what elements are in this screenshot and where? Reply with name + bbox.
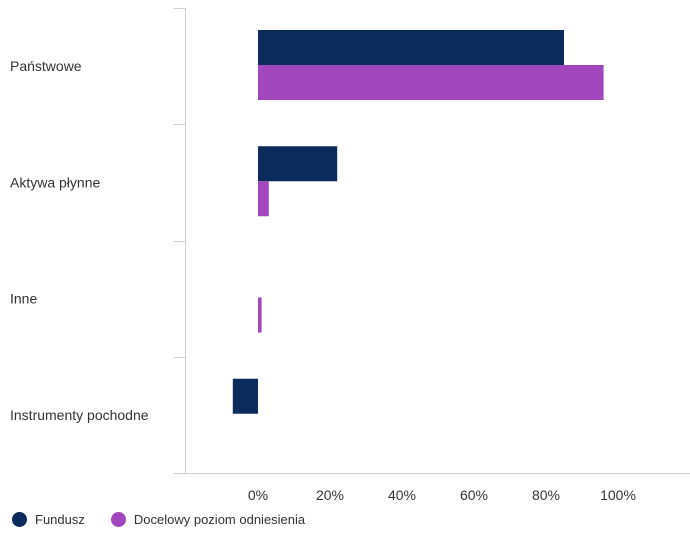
legend-marker-series-1 xyxy=(12,512,27,527)
x-tick-label: 60% xyxy=(460,487,488,503)
x-tick-label: 40% xyxy=(388,487,416,503)
bar-benchmark xyxy=(258,181,269,217)
bars xyxy=(232,30,604,414)
legend: Fundusz Docelowy poziom odniesienia xyxy=(12,512,331,527)
category-labels: Państwowe Aktywa płynne Inne Instrumenty po… xyxy=(10,58,149,423)
bar-fundusz xyxy=(258,146,338,182)
category-label: Instrumenty pochodne xyxy=(10,407,149,423)
category-ticks xyxy=(174,8,185,474)
bar-fundusz xyxy=(232,378,258,414)
legend-item-series-1: Fundusz xyxy=(12,512,85,527)
legend-marker-series-2 xyxy=(110,512,126,527)
legend-label-series-2: Docelowy poziom odniesienia xyxy=(133,512,306,527)
bar-fundusz xyxy=(258,30,564,65)
legend-item-series-2: Docelowy poziom odniesienia xyxy=(110,512,306,527)
category-label: Państwowe xyxy=(10,58,82,74)
legend-label-series-1: Fundusz xyxy=(35,512,85,527)
x-tick-label: 20% xyxy=(316,487,344,503)
category-label: Inne xyxy=(10,291,37,307)
x-tick-labels: 0% 20% 40% 60% 80% 100% xyxy=(248,487,636,503)
x-tick-label: 80% xyxy=(532,487,560,503)
x-tick-label: 0% xyxy=(248,487,268,503)
bar-benchmark xyxy=(258,297,262,333)
bar-benchmark xyxy=(258,65,604,100)
category-label: Aktywa płynne xyxy=(10,174,100,190)
x-tick-label: 100% xyxy=(600,487,636,503)
